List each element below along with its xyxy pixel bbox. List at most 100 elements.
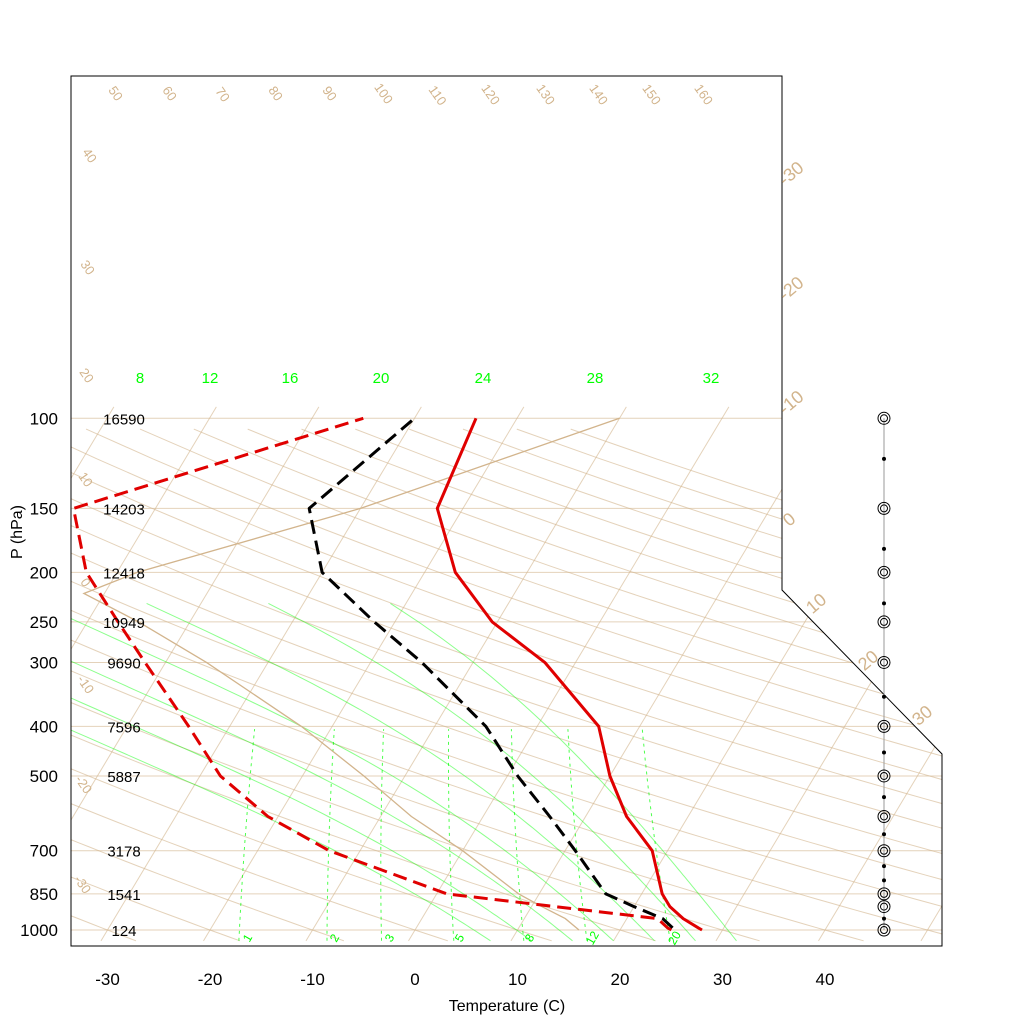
dry-adiabat-line [71,428,942,942]
calm-wind-ring [877,565,891,579]
moist-adiabat-lines [71,602,737,942]
moist-adiabat-label: 16 [282,370,299,387]
pressure-tick-label: 250 [30,613,58,632]
x-tick-label: -30 [95,970,120,989]
pressure-tick-label: 700 [30,842,58,861]
moist-adiabat-line [71,602,532,942]
calm-wind-ring [877,809,891,823]
moist-adiabat-label: 28 [587,370,604,387]
isobar-lines [71,417,942,931]
mixing-ratio-label: 20 [665,928,684,947]
dry-adiabat-label: 70 [212,84,233,104]
x-tick-label: 0 [410,970,419,989]
dry-adiabat-line [71,428,864,942]
dry-adiabat-label: 50 [105,83,126,103]
dry-adiabat-line [71,428,942,942]
isotherm-line [71,406,320,942]
moist-adiabat-label: 20 [373,370,390,387]
calm-wind-inner-ring [880,889,888,898]
pressure-tick-label: 200 [30,563,58,582]
wind-level-dot [882,864,886,869]
dry-adiabat-line [71,428,448,942]
isotherm-line [203,406,525,942]
dewpoint-line [307,417,674,929]
calm-wind-inner-ring [880,771,888,780]
wind-level-dot [882,601,886,606]
pressure-tick-label: 150 [30,499,58,518]
calm-wind-inner-ring [880,568,888,577]
mixing-ratio-label: 12 [583,928,602,947]
x-axis-label: Temperature (C) [449,998,565,1015]
height-label: 14203 [103,501,145,518]
pressure-tick-label: 500 [30,767,58,786]
wind-level-dot [882,694,886,699]
sounding-series [72,416,703,932]
calm-wind-ring [877,769,891,783]
wind-level-dot [882,832,886,837]
second-dashed-line [72,416,673,932]
calm-wind-ring [877,615,891,629]
calm-wind-inner-ring [880,722,888,731]
isotherm-line [100,406,422,942]
dry-adiabat-line [71,428,942,942]
calm-wind-ring [877,923,891,937]
isotherm-line [71,406,217,942]
moist-adiabat-line [390,602,737,942]
height-label: 9690 [107,655,140,672]
calm-wind-inner-ring [880,504,888,513]
dry-adiabat-label: 20 [76,365,97,385]
dry-adiabat-line [71,428,241,942]
dry-adiabat-label: 60 [159,83,180,103]
pressure-tick-label: 850 [30,885,58,904]
moist-adiabat-label: 12 [202,370,219,387]
height-label: 12418 [103,565,145,582]
mixing-ratio-line [380,729,385,941]
calm-wind-inner-ring [880,812,888,821]
dry-adiabat-line [85,428,942,942]
calm-wind-ring [877,887,891,901]
moist-adiabat-line [71,602,573,942]
dry-adiabat-line [71,428,942,942]
moist-adiabat-line [146,602,655,942]
dry-adiabat-line [71,428,942,942]
wind-level-dot [882,878,886,883]
temperature-line [435,417,703,932]
wind-level-dot [882,795,886,800]
pressure-tick-label: 400 [30,717,58,736]
calm-wind-ring [877,844,891,858]
calm-wind-ring [877,501,891,515]
height-label: 1541 [107,887,140,904]
dry-adiabat-line [139,428,942,942]
moist-adiabat-line [71,602,491,942]
wind-level-dot [882,546,886,551]
height-label: 124 [111,923,136,940]
height-label: 5887 [107,769,140,786]
x-tick-label: 40 [816,970,835,989]
dry-adiabat-line [71,428,942,942]
y-axis-label: P (hPa) [9,505,26,559]
wind-profile [877,411,891,937]
height-label: 10949 [103,615,145,632]
wind-level-dot [882,456,886,461]
calm-wind-inner-ring [880,902,888,911]
dry-adiabat-label: 40 [79,145,100,165]
pressure-tick-label: 100 [30,409,58,428]
calm-wind-ring [877,655,891,669]
calm-wind-inner-ring [880,617,888,626]
mixing-ratio-lines [238,729,671,941]
x-tick-label: 10 [508,970,527,989]
isotherm-line [305,406,627,942]
x-tick-label: -10 [300,970,325,989]
x-tick-label: -20 [198,970,223,989]
height-label: 7596 [107,719,140,736]
calm-wind-ring [877,719,891,733]
moist-adiabat-line [268,602,696,942]
isotherm-line [818,406,942,942]
moist-adiabat-label: 8 [136,370,144,387]
dry-adiabat-line [71,428,760,942]
calm-wind-inner-ring [880,658,888,667]
x-tick-label: 30 [713,970,732,989]
mixing-ratio-line [326,729,335,941]
